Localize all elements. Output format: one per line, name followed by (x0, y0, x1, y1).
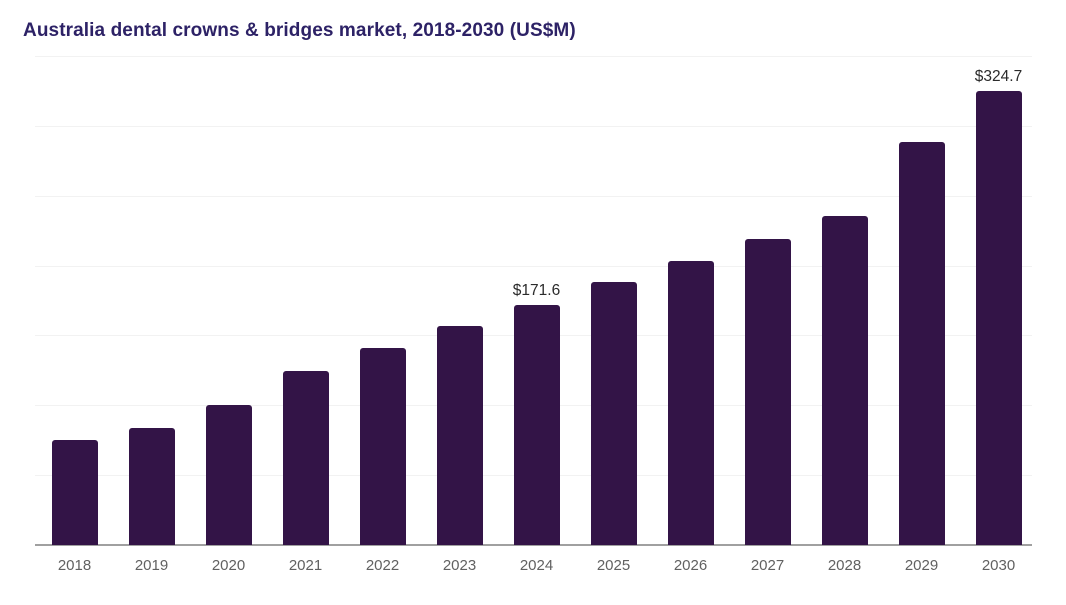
x-axis-label-2020: 2020 (211, 557, 246, 574)
bar-2021 (282, 371, 329, 545)
bar-2027 (744, 239, 791, 545)
bar-2018 (51, 439, 98, 545)
x-axis-label-2026: 2026 (673, 557, 708, 574)
bar-2022 (359, 348, 406, 545)
gridline-250 (35, 195, 1032, 197)
x-axis-label-2028: 2028 (827, 557, 862, 574)
bar-value-label-2024: $171.6 (512, 282, 561, 300)
bar-2026 (667, 260, 714, 545)
x-axis-label-2022: 2022 (365, 557, 400, 574)
x-axis-label-2023: 2023 (442, 557, 477, 574)
bar-2023 (436, 326, 483, 545)
gridline-200 (35, 265, 1032, 267)
x-axis-label-2019: 2019 (134, 557, 169, 574)
bar-2024 (513, 305, 560, 545)
bar-2019 (128, 428, 175, 545)
bar-2030 (975, 91, 1022, 545)
bar-2025 (590, 282, 637, 545)
bar-2028 (821, 215, 868, 545)
chart-title: Australia dental crowns & bridges market… (23, 20, 576, 41)
bar-2029 (898, 141, 945, 545)
x-axis-line (35, 544, 1032, 546)
gridline-350 (35, 56, 1032, 57)
x-axis-label-2029: 2029 (904, 557, 939, 574)
x-axis-label-2025: 2025 (596, 557, 631, 574)
x-axis-label-2027: 2027 (750, 557, 785, 574)
x-axis-label-2021: 2021 (288, 557, 323, 574)
bar-value-label-2030: $324.7 (974, 68, 1023, 86)
x-axis-label-2030: 2030 (981, 557, 1016, 574)
bar-2020 (205, 404, 252, 545)
gridline-300 (35, 125, 1032, 127)
x-axis-label-2024: 2024 (519, 557, 554, 574)
x-axis-label-2018: 2018 (57, 557, 92, 574)
plot-area: 2018 2019 2020 2021 2022 2023 $171.6 2024 2025 20… (35, 56, 1032, 574)
